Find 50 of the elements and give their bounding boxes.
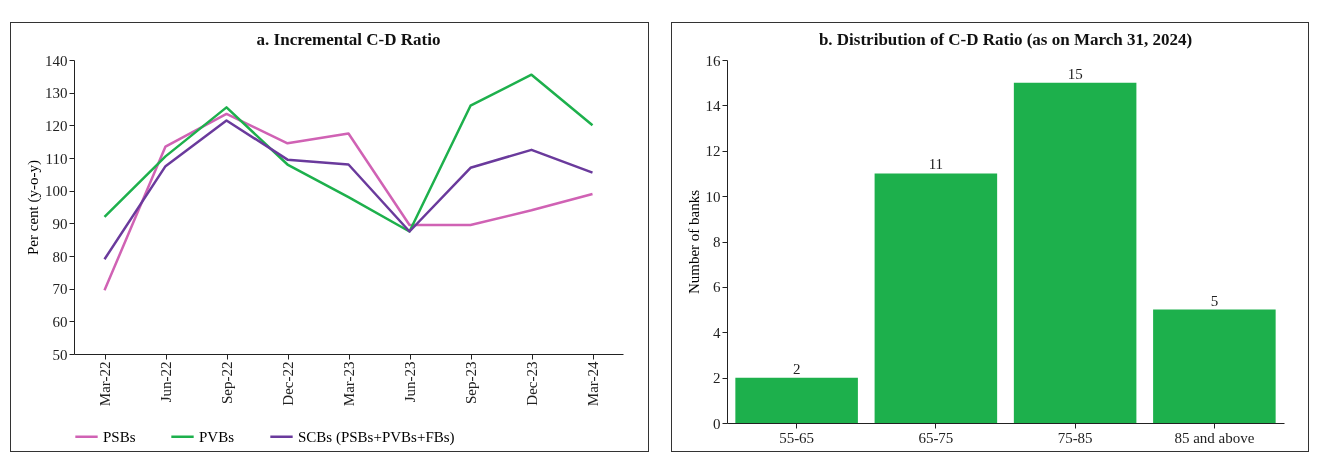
y-tick-label: 6 <box>712 279 721 296</box>
y-tick-label: 100 <box>45 183 68 200</box>
y-tick-label: 16 <box>705 52 721 69</box>
data-label: 2 <box>792 360 800 377</box>
y-tick-label: 140 <box>45 52 68 69</box>
y-tick-label: 110 <box>45 150 68 167</box>
bar <box>874 173 997 423</box>
x-tick-label: 65-75 <box>917 429 953 446</box>
chart-title: a. Incremental C-D Ratio <box>256 30 441 49</box>
y-tick-label: 0 <box>712 415 720 432</box>
y-tick-label: 80 <box>52 248 68 265</box>
bar <box>1152 309 1276 423</box>
y-tick-label: 120 <box>45 117 68 134</box>
legend-label: SCBs (PSBs+PVBs+FBs) <box>298 428 455 446</box>
y-tick-label: 130 <box>45 85 68 102</box>
data-label: 11 <box>928 156 943 173</box>
y-tick-label: 4 <box>712 324 721 341</box>
x-tick-label: Dec-23 <box>524 361 540 406</box>
chart-title: b. Distribution of C-D Ratio (as on March 31, 2024) <box>818 30 1192 49</box>
y-tick-label: 10 <box>705 188 720 205</box>
legend-label: PSBs <box>103 428 136 445</box>
line-series <box>103 119 594 261</box>
y-tick-label: 60 <box>52 313 68 330</box>
line-series <box>103 73 594 233</box>
y-tick-label: 12 <box>705 143 720 160</box>
y-tick-label: 50 <box>52 346 68 363</box>
x-tick-label: Dec-22 <box>280 361 296 406</box>
x-tick-label: Sep-23 <box>463 361 479 404</box>
y-axis-title: Number of banks <box>685 189 701 295</box>
x-tick-label: Mar-22 <box>97 361 113 407</box>
data-label: 5 <box>1210 292 1218 309</box>
y-tick-label: 90 <box>52 215 68 232</box>
bar <box>734 377 858 423</box>
legend-label: PVBs <box>199 428 235 445</box>
y-tick-label: 8 <box>712 234 720 250</box>
x-tick-label: 75-85 <box>1057 429 1093 446</box>
y-tick-label: 2 <box>712 370 720 387</box>
x-tick-label: 85 and above <box>1173 429 1255 446</box>
y-axis-title: Per cent (y-o-y) <box>25 160 42 255</box>
y-tick-label: 14 <box>705 97 721 114</box>
x-tick-label: Mar-24 <box>585 361 601 407</box>
line-series <box>103 112 594 292</box>
data-label: 15 <box>1067 65 1083 82</box>
x-tick-label: Sep-22 <box>219 361 235 404</box>
y-tick-label: 70 <box>52 281 68 298</box>
x-tick-label: Jun-23 <box>402 361 418 403</box>
x-tick-label: Mar-23 <box>341 361 357 407</box>
x-tick-label: Jun-22 <box>158 361 174 403</box>
bar <box>1013 82 1136 423</box>
x-tick-label: 55-65 <box>778 429 814 446</box>
